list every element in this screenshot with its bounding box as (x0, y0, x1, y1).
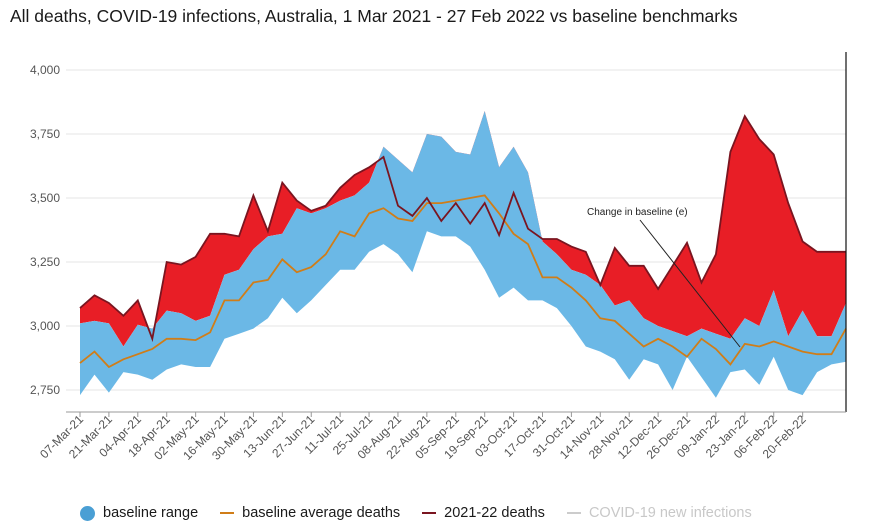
legend-line-icon (220, 512, 235, 514)
baseline-average-line (79, 194, 847, 369)
actual-deaths-line (79, 114, 846, 343)
baseline-range-area (80, 111, 846, 398)
legend-item-baseline-average[interactable]: baseline average deaths (220, 505, 400, 521)
legend: baseline range baseline average deaths 2… (80, 505, 774, 521)
chart-title: All deaths, COVID-19 infections, Austral… (10, 6, 738, 26)
excess-deaths-area (80, 111, 846, 347)
legend-item-baseline-range[interactable]: baseline range (80, 505, 198, 521)
legend-label: baseline average deaths (242, 505, 401, 521)
annotation-group: Change in baseline (e) (587, 207, 741, 348)
annotation-text: Change in baseline (e) (587, 207, 688, 218)
legend-item-2021-22-deaths[interactable]: 2021-22 deaths (422, 505, 545, 521)
chart-area: 2,750 3,000 3,250 3,500 3,750 4,000 07-Mar-21… (30, 52, 847, 463)
series-lines (79, 52, 847, 412)
x-axis (66, 411, 846, 417)
legend-line-icon (422, 512, 437, 514)
y-tick-label: 3,500 (30, 191, 60, 205)
y-tick-label: 2,750 (30, 383, 60, 397)
legend-label: baseline range (103, 505, 199, 521)
y-axis-labels: 2,750 3,000 3,250 3,500 3,750 4,000 (30, 63, 60, 397)
y-tick-label: 3,750 (30, 127, 60, 141)
x-axis-labels: 07-Mar-2121-Mar-2104-Apr-2118-Apr-2102-M… (37, 412, 809, 463)
y-tick-label: 3,000 (30, 319, 60, 333)
annotation-pointer (639, 219, 741, 348)
excess-deaths-fill (80, 111, 846, 347)
y-tick-label: 3,250 (30, 255, 60, 269)
y-tick-label: 4,000 (30, 63, 60, 77)
baseline-range-band (80, 111, 846, 398)
legend-item-covid-infections[interactable]: COVID-19 new infections (566, 505, 752, 521)
legend-label: COVID-19 new infections (588, 505, 752, 521)
legend-dot-icon (80, 505, 95, 521)
legend-label: 2021-22 deaths (444, 505, 545, 521)
legend-line-icon (566, 512, 581, 514)
